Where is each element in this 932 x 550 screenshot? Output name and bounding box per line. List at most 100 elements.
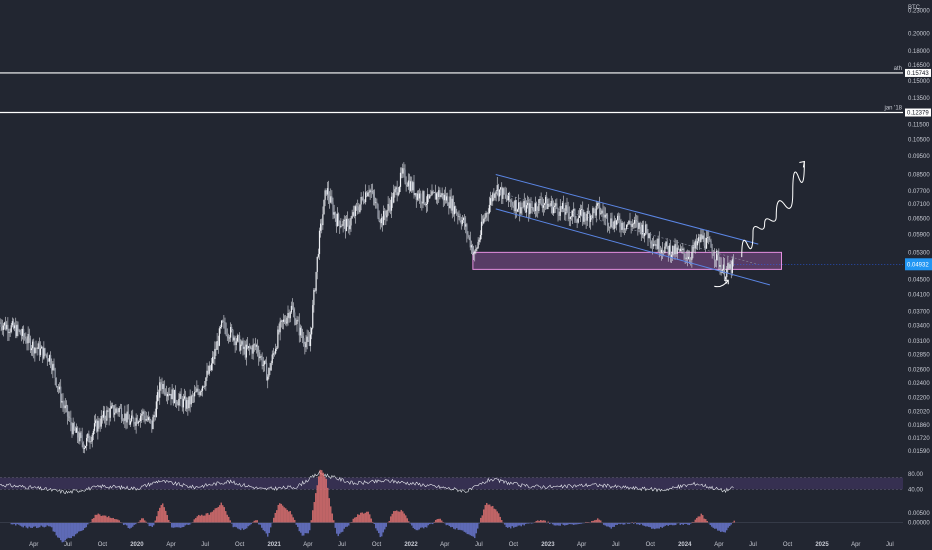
candle xyxy=(614,220,616,225)
histogram-bar xyxy=(582,522,584,524)
histogram-bar xyxy=(504,522,506,525)
candle xyxy=(716,250,718,261)
histogram-bar xyxy=(669,522,671,525)
candle xyxy=(475,248,477,252)
histogram-bar xyxy=(673,522,675,526)
candle xyxy=(501,187,503,199)
candle xyxy=(528,202,530,215)
histogram-bar xyxy=(712,522,714,528)
candle xyxy=(233,337,235,341)
histogram-bar xyxy=(244,522,246,529)
candle xyxy=(325,190,327,195)
candle xyxy=(127,411,129,420)
candle xyxy=(347,218,349,221)
candle xyxy=(658,238,660,252)
candle xyxy=(334,212,336,219)
histogram-bar xyxy=(240,522,242,531)
histogram-bar xyxy=(391,513,393,523)
candle xyxy=(467,234,469,236)
candle xyxy=(536,203,538,211)
candle xyxy=(333,212,335,215)
candle xyxy=(437,193,439,197)
candle xyxy=(599,202,601,214)
candle xyxy=(662,249,664,253)
candle xyxy=(399,172,402,187)
candle xyxy=(572,210,574,217)
candle xyxy=(160,382,162,385)
candle xyxy=(699,237,701,242)
histogram-bar xyxy=(648,522,650,527)
channel-upper-line xyxy=(495,174,759,245)
histogram-bar xyxy=(141,518,143,523)
histogram-bar xyxy=(439,518,441,523)
histogram-bar xyxy=(639,522,641,526)
candle xyxy=(240,344,242,351)
candle xyxy=(273,353,276,355)
candle xyxy=(656,244,658,249)
candle xyxy=(449,196,451,208)
candle xyxy=(61,401,63,403)
histogram-bar xyxy=(301,522,303,536)
histogram-bar xyxy=(159,507,161,523)
candle xyxy=(387,204,389,211)
histogram-bar xyxy=(177,522,179,528)
current-price-tag xyxy=(905,258,932,271)
candle xyxy=(407,180,409,187)
time-tick-label: Oct xyxy=(98,542,108,548)
histogram-bar xyxy=(295,522,297,525)
rsi-tick-label: 40.00 xyxy=(908,487,924,493)
candle xyxy=(667,246,669,255)
candle xyxy=(390,196,393,211)
candle xyxy=(201,386,204,391)
candle xyxy=(271,354,273,364)
histogram-bar xyxy=(369,514,371,523)
candle xyxy=(596,203,598,206)
histogram-bar xyxy=(207,513,209,523)
candle xyxy=(232,329,234,341)
price-tick-label: 0.02200 xyxy=(908,395,930,401)
candle xyxy=(322,214,324,226)
histogram-bar xyxy=(492,505,494,523)
histogram-bar xyxy=(81,522,83,531)
candle xyxy=(210,363,213,370)
candle xyxy=(618,215,620,221)
histogram-bar xyxy=(55,522,57,536)
histogram-bar xyxy=(208,514,210,523)
candle xyxy=(582,209,584,222)
histogram-bar xyxy=(324,476,326,523)
candle xyxy=(70,417,72,426)
candle xyxy=(569,217,571,219)
histogram-bar xyxy=(306,522,308,534)
histogram-bar xyxy=(361,512,363,523)
histogram-bar xyxy=(241,522,243,529)
histogram-bar xyxy=(727,522,729,528)
candle xyxy=(406,184,408,187)
histogram-bar xyxy=(70,522,72,539)
candle xyxy=(129,421,132,425)
histogram-bar xyxy=(729,522,731,527)
candle xyxy=(342,220,344,226)
candle xyxy=(52,363,54,371)
histogram-bar xyxy=(426,522,428,528)
histogram-bar xyxy=(51,522,53,528)
histogram-bar xyxy=(175,522,177,528)
histogram-bar xyxy=(33,522,35,527)
candle xyxy=(187,400,189,409)
candle xyxy=(192,395,195,397)
candle xyxy=(3,322,6,326)
candle xyxy=(116,408,118,411)
candle xyxy=(665,241,667,247)
time-tick-label: 2024 xyxy=(678,542,692,548)
candle xyxy=(411,181,413,191)
histogram-bar xyxy=(255,520,257,523)
histogram-bar xyxy=(216,507,218,523)
candle xyxy=(20,334,22,336)
candle xyxy=(24,336,26,339)
candle xyxy=(412,182,414,191)
histogram-bar xyxy=(15,522,17,526)
histogram-bar xyxy=(495,509,497,523)
histogram-bar xyxy=(232,522,234,528)
candle xyxy=(95,420,97,424)
candle xyxy=(486,213,488,214)
candle xyxy=(203,386,205,387)
